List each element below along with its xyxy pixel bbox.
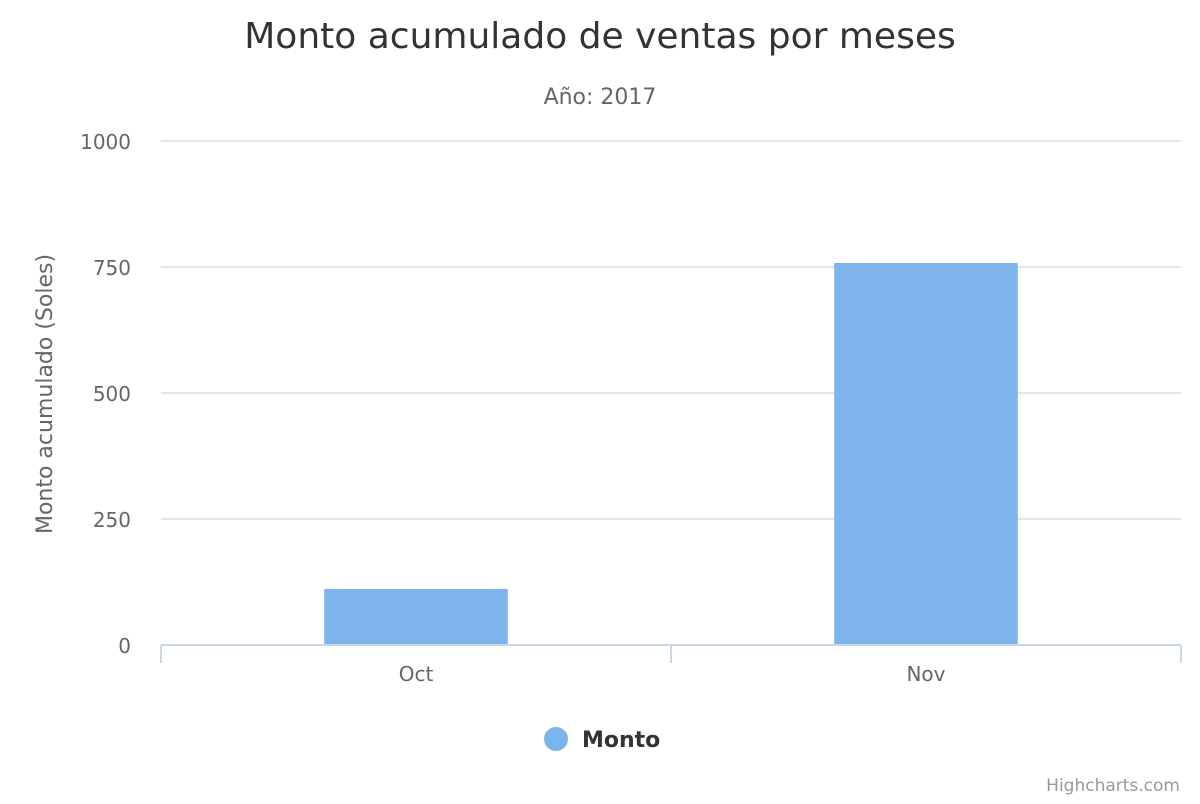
y-axis-tick-labels: 0 250 500 750 1000 bbox=[80, 130, 131, 658]
chart-subtitle: Año: 2017 bbox=[544, 85, 657, 110]
x-tick-label: Nov bbox=[906, 662, 945, 686]
x-axis: Oct Nov bbox=[160, 644, 1182, 686]
chart-title: Monto acumulado de ventas por meses bbox=[244, 16, 956, 57]
y-tick-label: 750 bbox=[93, 256, 131, 280]
legend-marker-monto[interactable] bbox=[544, 727, 568, 751]
x-tick-label: Oct bbox=[399, 662, 434, 686]
y-tick-label: 500 bbox=[93, 382, 131, 406]
bars bbox=[324, 262, 1018, 645]
y-tick-label: 1000 bbox=[80, 130, 131, 154]
legend-item-monto[interactable]: Monto bbox=[582, 728, 660, 753]
bar-oct[interactable] bbox=[324, 589, 508, 645]
y-tick-label: 0 bbox=[118, 634, 131, 658]
y-axis-title: Monto acumulado (Soles) bbox=[33, 254, 58, 534]
bar-nov[interactable] bbox=[834, 262, 1018, 645]
grid-lines bbox=[161, 140, 1181, 520]
credits-link[interactable]: Highcharts.com bbox=[1046, 776, 1180, 796]
y-tick-label: 250 bbox=[93, 508, 131, 532]
legend[interactable]: Monto bbox=[544, 727, 660, 753]
